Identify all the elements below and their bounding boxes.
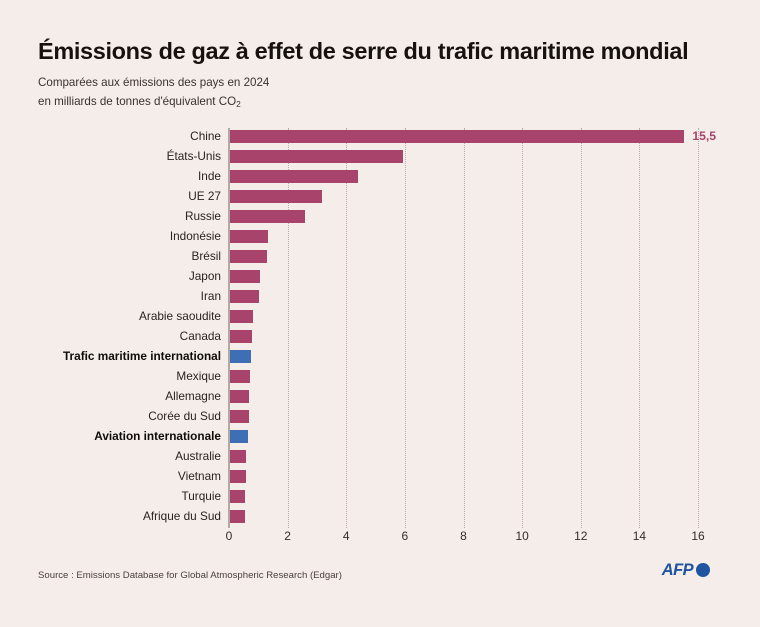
bar-value-label: 15,5 <box>692 129 717 143</box>
x-tick-8: 8 <box>460 529 467 543</box>
bar-label-afrique-du-sud: Afrique du Sud <box>142 509 221 523</box>
x-axis-ticks: 0 2 4 6 8 10 12 14 16 <box>0 529 760 553</box>
bar <box>230 489 246 503</box>
page-title: Émissions de gaz à effet de serre du tra… <box>38 38 689 64</box>
x-tick-12: 12 <box>574 529 588 543</box>
bar-label-tats-unis: États-Unis <box>166 149 221 163</box>
bar-row: Canada <box>0 326 760 346</box>
bar-row: Brésil <box>0 246 760 266</box>
bar <box>230 389 250 403</box>
bar-row: Japon <box>0 266 760 286</box>
bar-row: Vietnam <box>0 466 760 486</box>
bar <box>230 429 249 443</box>
bar-label-br-sil: Brésil <box>191 249 222 263</box>
chart-subtitle-line-1: Comparées aux émissions des pays en 2024 <box>38 76 270 90</box>
bar-label-trafic-maritime-international: Trafic maritime international <box>63 349 221 363</box>
bar-row: Indonésie <box>0 226 760 246</box>
chart-subtitle-line-2-text: en milliards de tonnes d'équivalent CO <box>38 94 237 108</box>
bar-label-indon-sie: Indonésie <box>169 229 221 243</box>
bar-row: Corée du Sud <box>0 406 760 426</box>
bar <box>230 329 252 343</box>
bar-label-canada: Canada <box>179 329 221 343</box>
chart-header: Émissions de gaz à effet de serre du tra… <box>38 38 730 112</box>
bar-label-allemagne: Allemagne <box>165 389 221 403</box>
bar <box>230 309 253 323</box>
bar-label-russie: Russie <box>184 209 221 223</box>
bar-rows: Chine 15,5 États-Unis Inde UE 27 Russie Indoné… <box>0 126 760 526</box>
x-tick-0: 0 <box>225 529 233 543</box>
x-tick-2: 2 <box>284 529 291 543</box>
bar-label-chine: Chine <box>190 129 221 143</box>
bar <box>230 229 269 243</box>
bar <box>230 509 245 523</box>
bar-chart-plot: Chine 15,5 États-Unis Inde UE 27 Russie Indoné… <box>0 126 760 546</box>
bar-label-ue-27: UE 27 <box>188 189 221 203</box>
x-tick-16: 16 <box>691 529 705 543</box>
bar-row: UE 27 <box>0 186 760 206</box>
bar <box>230 149 403 163</box>
bar-label-mexique: Mexique <box>176 369 221 383</box>
x-tick-4: 4 <box>342 529 350 543</box>
bar-row: Trafic maritime international <box>0 346 760 366</box>
bar-label-australie: Australie <box>175 449 221 463</box>
chart-footer: Source : Emissions Database for Global A… <box>38 562 732 602</box>
bar-row: Aviation internationale <box>0 426 760 446</box>
bar <box>230 349 251 363</box>
bar-label-inde: Inde <box>198 169 221 183</box>
bar-row: Afrique du Sud <box>0 506 760 526</box>
afp-logo: AFP <box>662 562 710 579</box>
bar-row: Australie <box>0 446 760 466</box>
x-tick-14: 14 <box>632 529 647 543</box>
bar-label-cor-e-du-sud: Corée du Sud <box>148 409 221 423</box>
bar <box>230 289 260 303</box>
afp-logo-text: AFP <box>661 561 694 579</box>
bar-label-turquie: Turquie <box>181 489 221 503</box>
bar-label-aviation-internationale: Aviation internationale <box>94 429 221 443</box>
bar <box>230 369 250 383</box>
source-note: Source : Emissions Database for Global A… <box>38 570 342 581</box>
bar-label-vietnam: Vietnam <box>177 469 221 483</box>
bar <box>230 269 261 283</box>
bar-row: États-Unis <box>0 146 760 166</box>
bar <box>230 209 305 223</box>
bar-row: Turquie <box>0 486 760 506</box>
x-tick-6: 6 <box>401 529 409 543</box>
chart-subtitle-line-2: en milliards de tonnes d'équivalent CO2 <box>38 93 730 112</box>
bar-row: Mexique <box>0 366 760 386</box>
bar <box>230 409 250 423</box>
bar <box>230 169 358 183</box>
bar-row: Inde <box>0 166 760 186</box>
bar-row: Iran <box>0 286 760 306</box>
bar <box>230 249 268 263</box>
bar-row: Russie <box>0 206 760 226</box>
x-tick-10: 10 <box>515 529 529 543</box>
bar-label-arabie-saoudite: Arabie saoudite <box>139 309 221 323</box>
bar <box>230 189 323 203</box>
afp-dot-icon <box>696 563 710 578</box>
bar-label-japon: Japon <box>188 269 221 283</box>
co2-subscript: 2 <box>236 98 241 109</box>
bar-label-iran: Iran <box>200 289 221 303</box>
bar-row: Arabie saoudite <box>0 306 760 326</box>
bar <box>230 129 685 143</box>
bar-row: Allemagne <box>0 386 760 406</box>
bar <box>230 469 246 483</box>
bar <box>230 449 247 463</box>
bar-row: Chine 15,5 <box>0 126 760 146</box>
